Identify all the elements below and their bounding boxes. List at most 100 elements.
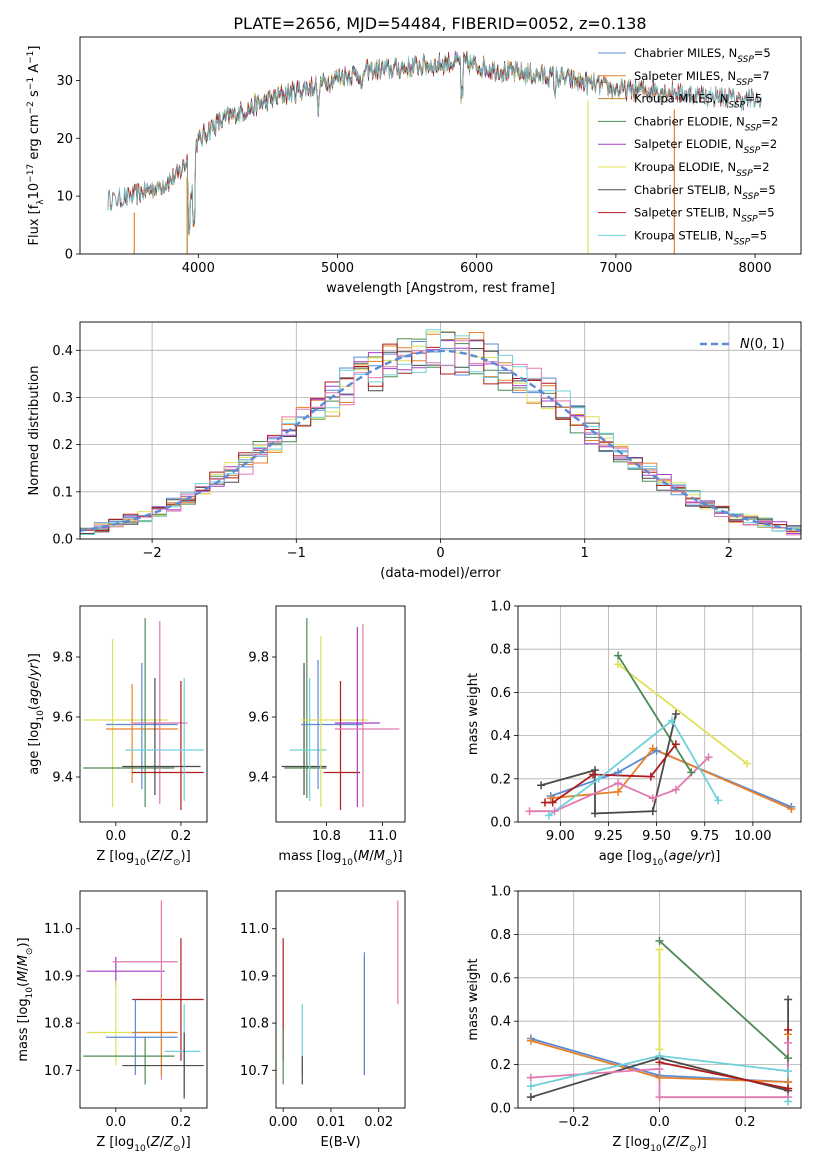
x-tick-label: 0.2: [171, 1115, 192, 1130]
y-axis-label: mass weight: [466, 958, 481, 1040]
label-part: =5: [750, 228, 767, 242]
weight-marker: [614, 768, 623, 777]
label-part: M: [16, 971, 31, 982]
y-tick-label: 0.1: [52, 485, 73, 500]
y-tick-label: 10: [56, 190, 73, 205]
plot-area: [80, 329, 801, 538]
y-tick-label: 0.6: [490, 971, 511, 986]
label-part: /: [693, 849, 698, 864]
label-part: (0, 1): [750, 337, 785, 352]
x-tick-label: 7000: [599, 261, 632, 276]
label-part: yr: [27, 662, 42, 678]
weight-line: [617, 663, 748, 765]
y-tick-label: 0.6: [490, 686, 511, 701]
legend-label: Salpeter ELODIE, NSSP=2: [634, 137, 777, 156]
label-part: =2: [761, 114, 778, 128]
legend-label: Kroupa MILES, NSSP=5: [634, 92, 762, 111]
x-tick-label: 4000: [182, 261, 215, 276]
label-part: (: [16, 982, 31, 987]
y-tick-label: 0.8: [490, 643, 511, 658]
weight-marker: [614, 779, 623, 788]
x-tick-label: 1: [581, 546, 589, 561]
weight-marker: [743, 759, 752, 768]
label-part: Z: [150, 1135, 161, 1150]
panel-mass_vs_Z: 0.0 0.210.710.810.911.0Z [log10(Z/Z⊙)]mas…: [16, 890, 208, 1154]
y-tick-label: 10.9: [44, 969, 73, 984]
y-tick-label: 10.8: [240, 1017, 269, 1032]
weight-marker: [787, 805, 796, 814]
weight-marker: [655, 1093, 664, 1102]
label-part: (: [146, 849, 151, 864]
label-part: 10: [134, 1144, 146, 1154]
label-part: (: [146, 1135, 151, 1150]
weight-marker: [687, 768, 696, 777]
x-tick-label: 8000: [739, 261, 772, 276]
label-part: (: [27, 705, 42, 710]
spectrum-line: [107, 53, 763, 233]
x-tick-label: 2: [725, 546, 733, 561]
weight-marker: [648, 744, 657, 753]
weight-marker: [526, 1073, 535, 1082]
weight-marker: [540, 798, 549, 807]
x-tick-label: 0.2: [735, 1115, 756, 1130]
weight-marker: [648, 807, 657, 816]
label-part: M: [358, 849, 369, 864]
label-part: erg cm: [27, 114, 42, 163]
x-tick-label: 6000: [460, 261, 493, 276]
y-axis-label: mass [log10(M/M⊙)]: [16, 937, 35, 1061]
y-tick-label: 30: [56, 74, 73, 89]
weight-marker: [591, 809, 600, 818]
y-tick-label: 9.8: [248, 651, 269, 666]
label-part: (: [662, 1135, 667, 1150]
label-part: SSP: [736, 78, 753, 88]
label-part: Z: [150, 849, 161, 864]
axes-frame: [517, 605, 802, 823]
x-tick-label: 0.2: [171, 829, 192, 844]
y-tick-label: 11.0: [44, 922, 73, 937]
weight-marker: [784, 1054, 793, 1063]
label-part: yr: [696, 849, 712, 864]
weight-line: [617, 655, 693, 773]
axes-frame: [275, 890, 406, 1109]
label-part: s: [27, 90, 42, 101]
label-part: Chabrier STELIB, N: [634, 183, 742, 197]
label-part: Salpeter STELIB, N: [634, 206, 741, 220]
plot-area: [83, 618, 204, 810]
label-part: ⊙: [25, 948, 35, 956]
weight-marker: [668, 716, 677, 725]
y-axis-label: mass weight: [466, 673, 481, 755]
weight-marker: [614, 651, 623, 660]
weight-marker: [714, 796, 723, 805]
label-part: A: [27, 64, 42, 77]
weight-marker: [544, 811, 553, 820]
legend-label: Salpeter MILES, NSSP=7: [634, 69, 770, 88]
weight-marker: [546, 794, 555, 803]
plot-area: [282, 900, 399, 1085]
x-axis-label: (data-model)/error: [380, 566, 501, 581]
label-part: )]: [181, 849, 191, 864]
x-axis-label: wavelength [Angstrom, rest frame]: [326, 281, 555, 296]
x-tick-label: −1: [287, 546, 306, 561]
y-tick-label: 0.3: [52, 391, 73, 406]
weight-marker: [526, 1082, 535, 1091]
label-part: ]: [27, 46, 42, 51]
label-part: Z [log: [612, 1135, 650, 1150]
x-tick-label: −0.2: [558, 1115, 590, 1130]
legend-label: Kroupa ELODIE, NSSP=2: [634, 160, 770, 179]
label-part: −2: [26, 101, 36, 114]
label-part: /: [676, 1135, 681, 1150]
weight-line: [548, 719, 719, 817]
panel-mass_vs_ebv: 0.00 0.01 0.02 10.7 10.8 10.9 11.0 E(B-V): [240, 890, 406, 1150]
x-tick-label: 9.50: [642, 829, 671, 844]
panel-weight_vs_age: 9.00 9.25 9.50 9.75 10.00 0.0 0.2 0.4 0.6 0.8 1.0 a…: [466, 600, 802, 868]
y-tick-label: 0.2: [490, 772, 511, 787]
label-part: ⊙: [173, 858, 181, 868]
label-part: Chabrier ELODIE, N: [634, 114, 745, 128]
y-tick-label: 20: [56, 132, 73, 147]
label-part: (: [663, 849, 668, 864]
y-tick-label: 0.0: [490, 816, 511, 831]
label-part: M: [16, 955, 31, 966]
label-part: Z [log: [96, 1135, 134, 1150]
